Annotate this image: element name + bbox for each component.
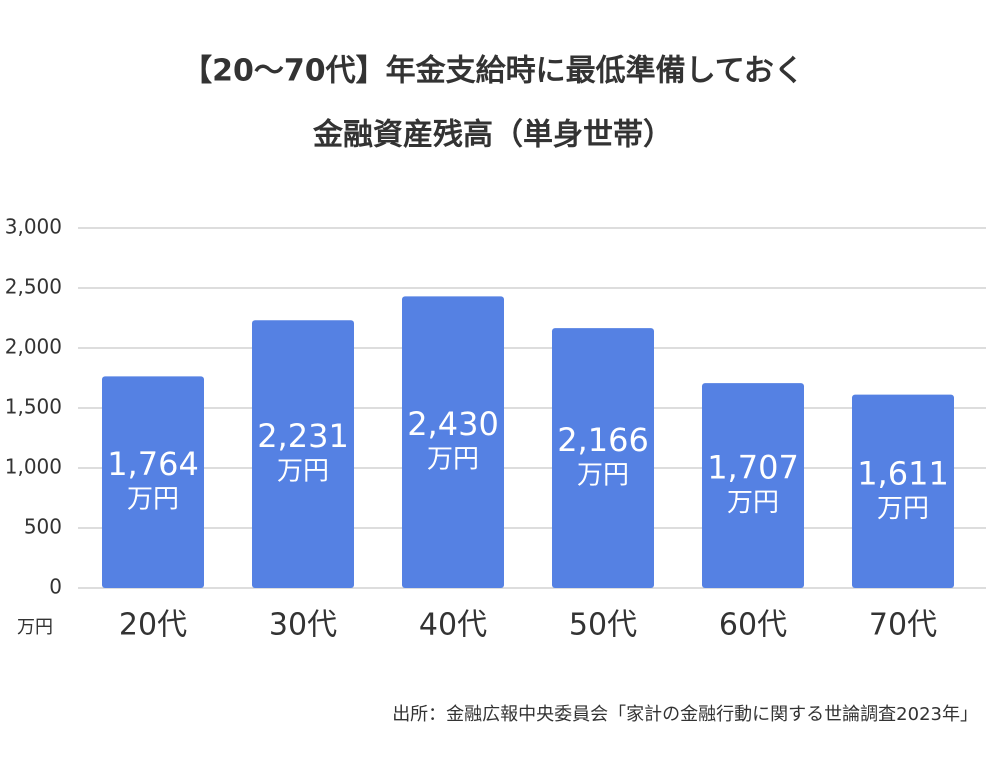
value-label: 1,707	[707, 449, 799, 487]
y-tick-label: 500	[24, 515, 62, 539]
chart-title: 【20〜70代】年金支給時に最低準備しておく	[182, 54, 804, 89]
y-tick-label: 3,000	[5, 215, 62, 239]
x-tick-label: 50代	[569, 608, 637, 643]
bar	[702, 383, 804, 588]
value-label: 2,231	[257, 417, 349, 455]
value-label: 1,611	[857, 454, 949, 492]
x-tick-label: 20代	[119, 608, 187, 643]
x-tick-label: 40代	[419, 608, 487, 643]
bar	[402, 296, 504, 588]
x-tick-label: 60代	[719, 608, 787, 643]
source-note: 出所：金融広報中央委員会「家計の金融行動に関する世論調査2023年」	[392, 704, 978, 725]
bar	[552, 328, 654, 588]
value-unit: 万円	[427, 445, 479, 475]
value-label: 2,166	[557, 421, 649, 459]
y-tick-label: 0	[49, 575, 62, 599]
value-unit: 万円	[127, 485, 179, 515]
value-unit: 万円	[277, 457, 329, 487]
value-label: 1,764	[107, 445, 199, 483]
y-unit: 万円	[17, 617, 53, 638]
y-tick-label: 2,000	[5, 335, 62, 359]
y-tick-label: 1,000	[5, 455, 62, 479]
x-tick-label: 70代	[869, 608, 937, 643]
y-tick-label: 1,500	[5, 395, 62, 419]
bar	[252, 320, 354, 588]
y-tick-label: 2,500	[5, 275, 62, 299]
value-label: 2,430	[407, 405, 499, 443]
chart-title: 金融資産残高（単身世帯）	[312, 118, 673, 153]
value-unit: 万円	[577, 461, 629, 491]
bar	[852, 394, 954, 588]
x-tick-label: 30代	[269, 608, 337, 643]
bar	[102, 376, 204, 588]
value-unit: 万円	[727, 488, 779, 518]
value-unit: 万円	[877, 494, 929, 524]
